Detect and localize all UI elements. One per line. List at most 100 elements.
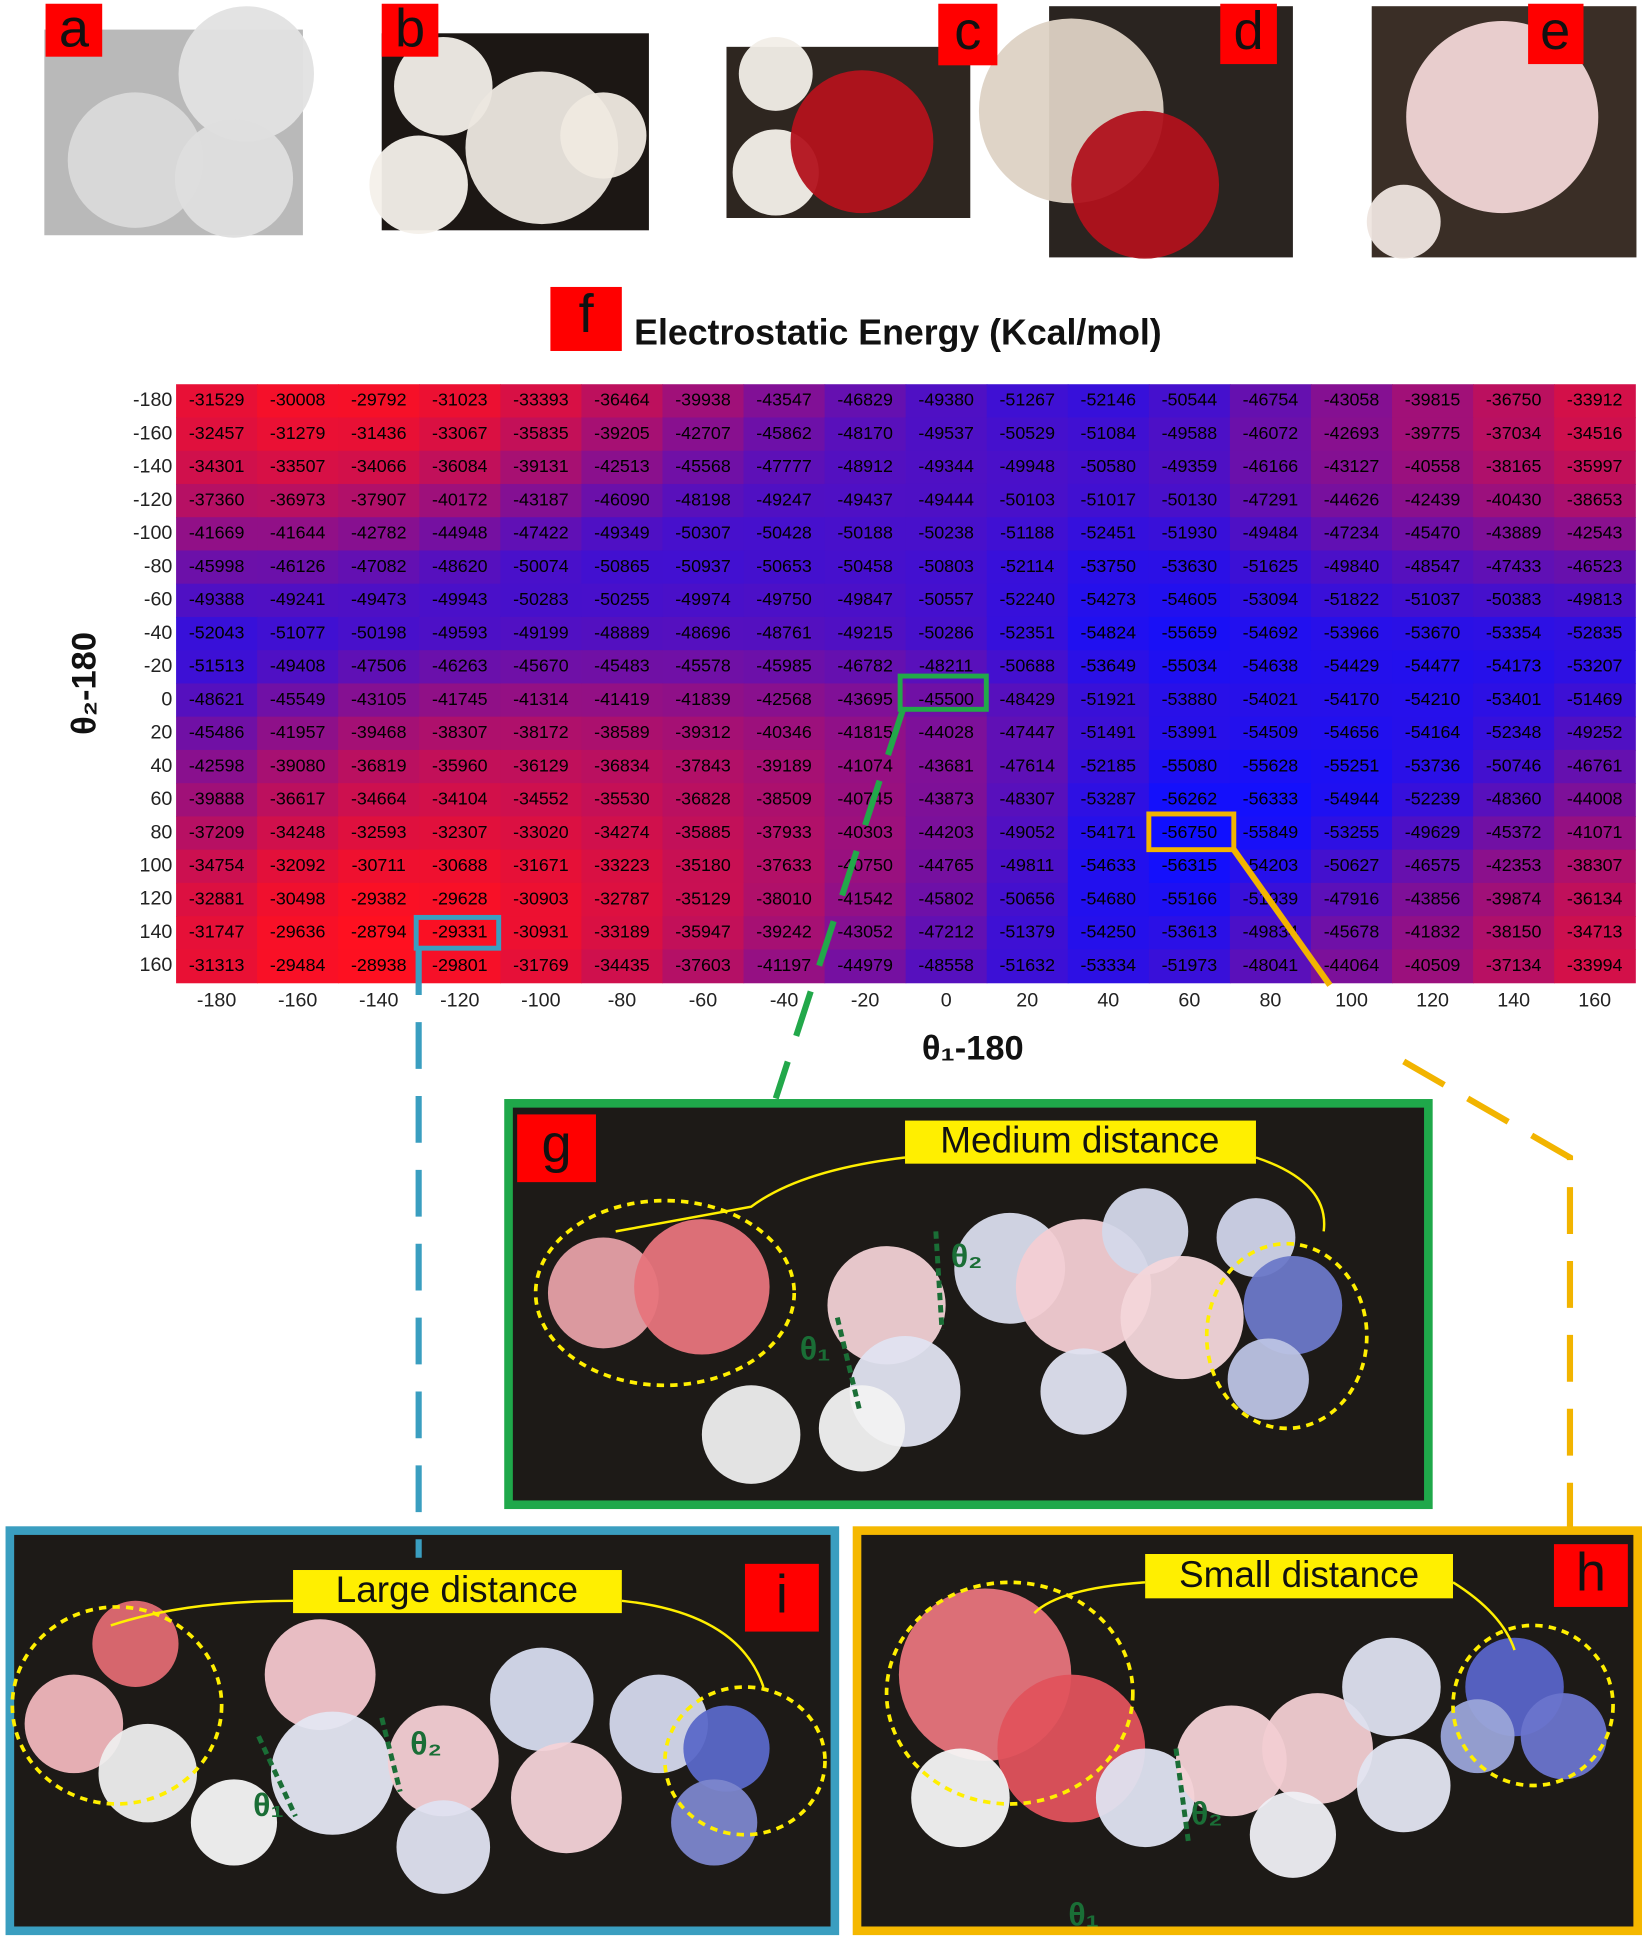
- heat-cell: [1473, 550, 1555, 585]
- heat-cell: [743, 783, 826, 818]
- label-box: [938, 3, 998, 66]
- heat-cell: [1554, 916, 1636, 951]
- heat-cell: [1067, 783, 1150, 818]
- cell-label: -52239: [1405, 789, 1461, 809]
- heat-cell: [743, 882, 826, 917]
- cell-label: -45486: [189, 722, 245, 742]
- cell-label: -50458: [837, 556, 893, 576]
- heat-cell: [662, 849, 745, 884]
- heat-cell: [257, 650, 339, 685]
- cell-label: -36134: [1567, 888, 1623, 908]
- cell-label: -32092: [270, 855, 326, 875]
- panel-g-frame: [504, 1099, 1433, 1510]
- cell-label: -33507: [270, 456, 326, 476]
- panel-label: a: [59, 0, 90, 58]
- cell-label: -37843: [675, 755, 731, 775]
- cell-label: -52451: [1081, 523, 1137, 543]
- heat-cell: [338, 816, 420, 851]
- cell-label: -45998: [189, 556, 245, 576]
- photo-sphere: [264, 1619, 376, 1731]
- heat-cell: [986, 384, 1069, 419]
- heat-cell: [1310, 517, 1393, 552]
- cell-label: -29636: [270, 922, 326, 942]
- heat-cell: [581, 583, 664, 618]
- heat-cell: [824, 483, 907, 518]
- heat-cell: [1392, 616, 1474, 651]
- heat-cell: [1392, 583, 1474, 618]
- heat-cell: [1554, 749, 1636, 784]
- cell-label: -54210: [1405, 689, 1461, 709]
- heat-cell: [338, 849, 420, 884]
- heat-cell: [1310, 616, 1393, 651]
- cell-label: -48211: [919, 656, 973, 676]
- heat-cell: [257, 916, 339, 951]
- cell-label: -35835: [513, 423, 569, 443]
- cell-label: -54203: [1243, 855, 1299, 875]
- cell-label: -50803: [918, 556, 974, 576]
- heat-cell: [1473, 783, 1555, 818]
- cell-label: -31023: [432, 390, 488, 410]
- cell-label: -45483: [594, 656, 650, 676]
- heat-cell: [1473, 483, 1555, 518]
- cell-label: -39468: [351, 722, 407, 742]
- cell-label: -46126: [270, 556, 326, 576]
- heat-cell: [743, 650, 826, 685]
- cell-label: -48912: [837, 456, 893, 476]
- photo-sphere: [1356, 1738, 1451, 1833]
- heat-cell: [1392, 384, 1474, 419]
- heat-cell: [1148, 749, 1231, 784]
- photo-sphere: [270, 1711, 395, 1835]
- cell-label: -51625: [1243, 556, 1299, 576]
- cell-label: -45670: [513, 656, 569, 676]
- cell-label: -33994: [1567, 955, 1623, 975]
- heat-cell: [1310, 882, 1393, 917]
- heat-cell: [257, 683, 339, 718]
- label-box: [381, 3, 439, 57]
- connector-h: [1231, 847, 1333, 987]
- heat-cell: [1067, 517, 1150, 552]
- y-tick-label: 0: [161, 688, 172, 710]
- heat-cell: [1310, 849, 1393, 884]
- cell-label: -39312: [675, 722, 731, 742]
- cell-label: -45568: [675, 456, 731, 476]
- cell-label: -54824: [1081, 622, 1137, 642]
- cell-label: -48547: [1405, 556, 1461, 576]
- heat-cell: [743, 816, 826, 851]
- cell-label: -54250: [1081, 922, 1137, 942]
- cell-label: -49834: [1243, 922, 1299, 942]
- heat-cell: [986, 517, 1069, 552]
- cell-label: -40558: [1405, 456, 1461, 476]
- heat-cell: [824, 450, 907, 485]
- cell-label: -50544: [1162, 390, 1218, 410]
- heat-cell: [581, 616, 664, 651]
- x-tick-label: -80: [608, 989, 637, 1011]
- heat-cell: [662, 517, 745, 552]
- cell-label: -40303: [837, 822, 893, 842]
- heat-cell: [581, 483, 664, 518]
- heat-cell: [338, 384, 420, 419]
- heat-cell: [338, 583, 420, 618]
- cell-label: -50307: [675, 523, 731, 543]
- region-outline: [663, 1685, 827, 1837]
- heat-cell: [1148, 816, 1231, 851]
- photo-sphere: [190, 1779, 278, 1866]
- y-tick-label: 140: [140, 921, 173, 943]
- heat-cell: [743, 849, 826, 884]
- photo-layer: [9, 6, 1638, 1931]
- cell-label: -38307: [1567, 855, 1623, 875]
- heat-cell: [581, 816, 664, 851]
- heat-cell: [581, 882, 664, 917]
- heat-cell: [500, 583, 583, 618]
- heat-cell: [338, 716, 420, 751]
- heat-cell: [1067, 384, 1150, 419]
- highlight-h: [1146, 811, 1237, 853]
- cell-label: -32457: [189, 423, 245, 443]
- cell-label: -50198: [351, 622, 407, 642]
- cell-label: -44028: [918, 722, 974, 742]
- heat-cell: [338, 882, 420, 917]
- cell-label: -31279: [270, 423, 326, 443]
- heat-cell: [257, 550, 339, 585]
- cell-label: -38165: [1486, 456, 1542, 476]
- cell-label: -33223: [594, 855, 650, 875]
- heat-cell: [1229, 550, 1312, 585]
